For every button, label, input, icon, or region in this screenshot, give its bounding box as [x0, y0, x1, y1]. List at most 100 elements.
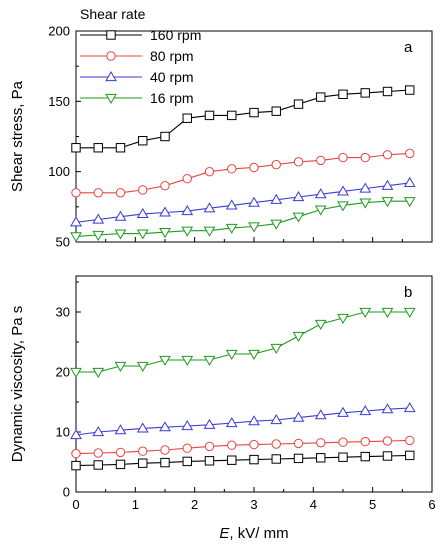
data-point [405, 85, 415, 95]
data-point [182, 113, 192, 123]
data-point [227, 164, 237, 174]
data-point [181, 355, 194, 366]
data-point [227, 455, 237, 465]
data-point [71, 460, 81, 471]
legend-marker [106, 30, 116, 40]
panel-a-frame [75, 30, 433, 243]
data-point [70, 232, 82, 243]
data-point [292, 411, 305, 422]
data-point [93, 188, 103, 198]
data-point [271, 106, 281, 116]
data-point [337, 201, 349, 212]
data-point [271, 439, 281, 449]
legend-item: 40 rpm [80, 69, 194, 85]
series-160-rpm [71, 450, 415, 471]
legend-label: 16 rpm [150, 90, 194, 106]
data-point [270, 219, 283, 230]
data-point [227, 110, 237, 121]
y-tick-label: 30 [56, 305, 70, 320]
data-point [182, 174, 192, 184]
data-point [203, 355, 216, 366]
legend-title: Shear rate [80, 6, 146, 22]
data-point [159, 228, 171, 239]
data-point [270, 414, 283, 425]
data-point [293, 157, 304, 167]
data-point [338, 452, 348, 462]
data-point [316, 155, 326, 166]
data-point [93, 143, 103, 153]
data-point [359, 405, 372, 416]
data-point [182, 443, 192, 453]
data-point [204, 110, 215, 121]
data-point [338, 437, 348, 447]
data-point [92, 213, 105, 224]
series-line [76, 89, 410, 149]
x-axis-title: E, kV/ mm [219, 525, 288, 542]
data-point [93, 448, 103, 458]
data-point [337, 313, 349, 324]
data-point [225, 223, 238, 234]
data-point [138, 458, 148, 468]
data-point [249, 454, 259, 465]
data-point [115, 447, 126, 458]
data-point [204, 166, 215, 177]
data-point [138, 185, 148, 195]
panel-a-letter: a [404, 39, 413, 56]
data-point [138, 446, 148, 456]
data-point [138, 136, 148, 146]
data-point [159, 355, 171, 366]
data-point [136, 229, 149, 240]
data-point [92, 367, 105, 378]
data-point [92, 426, 105, 437]
data-point [71, 448, 81, 459]
data-point [382, 86, 393, 97]
panel-a-series [70, 85, 416, 243]
x-tick-label: 2 [191, 497, 198, 512]
data-point [136, 207, 149, 218]
series-line [75, 439, 410, 455]
data-point [271, 159, 281, 170]
x-tick-label: 4 [310, 497, 317, 512]
x-axis-title-variable: E [219, 525, 230, 542]
data-point [182, 456, 192, 467]
data-point [249, 162, 259, 173]
data-point [70, 216, 82, 227]
data-point [314, 319, 327, 330]
data-point [160, 445, 170, 455]
data-point [114, 210, 127, 221]
legend-item: 16 rpm [80, 90, 194, 106]
data-point [405, 450, 415, 461]
data-point [292, 212, 305, 223]
data-point [382, 150, 393, 160]
legend-marker [105, 93, 117, 104]
legend-marker [106, 51, 116, 61]
series-line [75, 200, 410, 237]
data-point [203, 418, 216, 429]
data-point [225, 417, 238, 428]
data-point [70, 367, 82, 378]
data-point [382, 451, 393, 461]
data-point [403, 307, 416, 318]
data-point [360, 152, 370, 163]
data-point [160, 131, 170, 142]
legend: Shear rate 160 rpm 80 rpm 40 rpm 16 rpm [80, 6, 201, 106]
data-point [159, 206, 171, 217]
series-40-rpm [70, 176, 416, 227]
data-point [293, 453, 304, 464]
legend-items: 160 rpm 80 rpm 40 rpm 16 rpm [80, 27, 201, 106]
data-point [360, 436, 370, 447]
series-160-rpm [71, 85, 415, 153]
legend-label: 80 rpm [150, 48, 194, 64]
y-tick-label: 100 [48, 164, 70, 179]
data-point [381, 307, 394, 318]
data-point [115, 143, 126, 153]
series-16-rpm [70, 307, 416, 378]
data-point [71, 188, 81, 198]
data-point [249, 107, 259, 118]
data-point [293, 438, 304, 449]
data-point [248, 222, 260, 233]
x-tick-label: 3 [250, 497, 257, 512]
panel-a-y-axis-title: Shear stress, Pa [9, 80, 26, 192]
y-tick-label: 50 [56, 235, 70, 250]
